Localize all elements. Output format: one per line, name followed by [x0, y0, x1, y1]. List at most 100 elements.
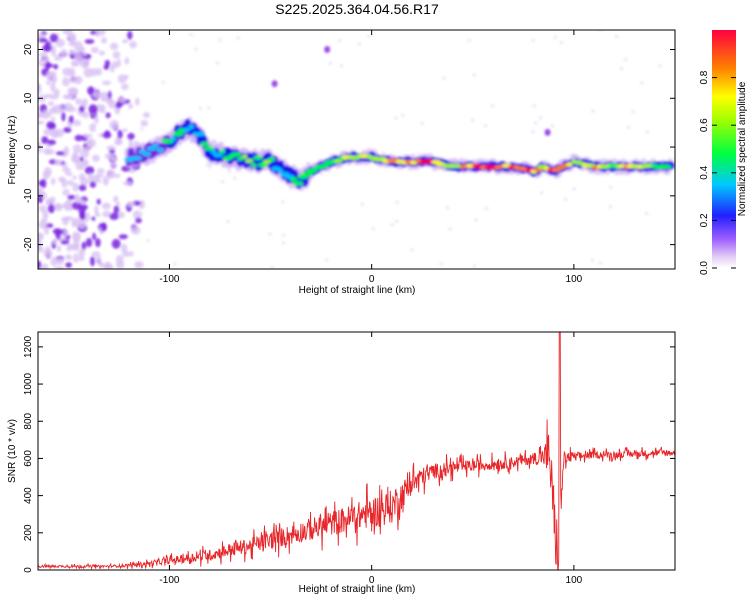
noise-blob	[598, 261, 603, 265]
noise-blob	[54, 203, 62, 210]
noise-blob	[71, 231, 81, 242]
noise-blob	[42, 191, 47, 200]
noise-blob	[40, 178, 47, 189]
ridge-core	[241, 154, 248, 159]
noise-blob	[74, 134, 83, 142]
noise-blob	[42, 210, 49, 220]
noise-blob	[62, 77, 70, 87]
noise-blob	[608, 185, 613, 190]
noise-blob	[79, 211, 86, 220]
noise-blob	[38, 246, 44, 253]
noise-blob	[420, 121, 425, 125]
colorbar-tick-label: 0.0	[699, 261, 710, 275]
noise-blob	[112, 51, 121, 59]
noise-blob	[553, 35, 558, 39]
noise-blob	[133, 140, 140, 146]
noise-blob	[122, 181, 132, 186]
noise-blob	[270, 265, 274, 269]
noise-blob	[47, 204, 55, 214]
noise-blob	[63, 102, 73, 112]
noise-blob	[41, 136, 49, 145]
noise-blob	[79, 105, 85, 113]
figure-title: S225.2025.364.04.56.R17	[275, 1, 439, 17]
noise-blob	[82, 146, 91, 152]
noise-blob	[71, 154, 80, 163]
ridge-core	[257, 162, 268, 168]
noise-blob	[84, 39, 95, 44]
noise-blob	[217, 38, 222, 42]
noise-blob	[94, 115, 99, 124]
noise-blob	[127, 103, 134, 109]
ridge-core	[172, 131, 184, 137]
noise-blob	[54, 266, 65, 269]
spectrogram-blobs	[38, 30, 675, 269]
noise-blob	[207, 106, 211, 110]
noise-blob	[78, 184, 87, 191]
ridge-core	[152, 143, 159, 148]
noise-blob	[121, 83, 129, 91]
noise-blob	[42, 44, 52, 52]
noise-blob	[445, 206, 450, 210]
noise-blob	[619, 67, 624, 71]
spectrogram-y-ticks: 20 10 0 -10 -20	[23, 44, 675, 252]
noise-blob	[631, 110, 635, 114]
noise-blob	[42, 170, 50, 180]
noise-blob	[102, 131, 112, 139]
noise-blob	[89, 180, 97, 188]
noise-blob	[63, 126, 72, 133]
ridge-core	[494, 165, 502, 170]
noise-blob	[38, 260, 42, 269]
noise-blob	[106, 169, 115, 180]
noise-blob	[538, 116, 543, 120]
noise-blob	[173, 262, 177, 266]
ridge-core	[292, 181, 304, 186]
noise-blob	[75, 52, 83, 63]
ridge-core	[219, 149, 226, 154]
noise-blob	[96, 198, 101, 205]
noise-blob	[75, 98, 82, 105]
noise-blob	[91, 216, 96, 221]
noise-blob	[51, 106, 57, 112]
noise-blob	[442, 76, 446, 80]
ridge-core	[164, 139, 174, 144]
noise-blob	[439, 262, 444, 266]
noise-blob	[100, 104, 106, 114]
noise-blob	[474, 218, 478, 222]
noise-blob	[111, 238, 121, 249]
noise-blob	[161, 80, 166, 84]
noise-blob	[63, 146, 70, 156]
colorbar-tick-label: 0.8	[699, 70, 710, 84]
noise-blob	[127, 201, 135, 208]
noise-blob	[64, 199, 72, 210]
noise-blob	[281, 241, 286, 245]
noise-blob	[79, 149, 90, 158]
noise-blob	[113, 195, 119, 203]
noise-blob	[100, 37, 107, 44]
noise-blob	[410, 248, 414, 252]
noise-blob	[45, 71, 56, 81]
snr-y-label: SNR (10 * v/v)	[7, 419, 18, 483]
noise-blob	[134, 261, 144, 269]
noise-blob	[55, 257, 64, 265]
noise-blob	[135, 97, 140, 106]
noise-blob	[539, 191, 544, 195]
noise-blob	[38, 33, 46, 39]
noise-blob	[118, 234, 128, 240]
ridge-core	[237, 156, 243, 161]
spectrogram-y-label: Frequency (Hz)	[7, 116, 18, 185]
noise-blob	[94, 205, 99, 215]
noise-blob	[657, 64, 662, 68]
ridge-core	[645, 163, 654, 168]
noise-blob	[45, 149, 55, 155]
noise-blob	[109, 42, 119, 51]
ridge-core	[566, 162, 573, 167]
ridge-core	[450, 163, 458, 169]
noise-blob	[95, 255, 102, 263]
noise-blob	[95, 238, 101, 248]
noise-blob	[71, 201, 82, 210]
noise-blob	[281, 200, 285, 204]
noise-blob	[205, 163, 210, 167]
noise-blob	[46, 121, 56, 130]
ridge-core	[244, 158, 254, 163]
snr-frame	[37, 331, 676, 571]
